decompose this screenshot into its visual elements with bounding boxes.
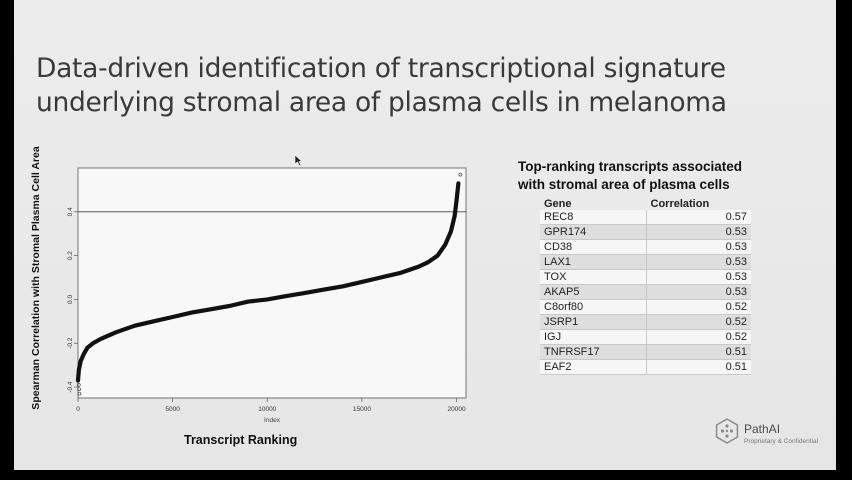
gene-cell: JSRP1 — [540, 314, 647, 330]
correlation-scatter-plot: 0 5000 10000 15000 20000 -0.4 -0.2 0.0 0.2 0.4 Ind… — [67, 167, 467, 424]
gene-cell: C8orf80 — [540, 299, 647, 315]
table-row: GPR174 0.53 — [540, 224, 751, 240]
mouse-pointer-icon — [295, 155, 303, 167]
y-tick-label: 0.0 — [67, 295, 74, 304]
gene-cell: TOX — [540, 269, 647, 285]
gene-cell: CD38 — [540, 239, 647, 255]
outlier-point — [77, 391, 82, 396]
correlation-cell: 0.53 — [646, 239, 751, 255]
correlation-cell: 0.52 — [646, 329, 751, 345]
table-row: LAX1 0.53 — [540, 254, 751, 270]
logo-name: PathAI — [744, 422, 781, 436]
correlation-cell: 0.52 — [646, 299, 751, 315]
correlation-cell: 0.51 — [646, 344, 751, 360]
y-tick-label: 0.2 — [67, 251, 74, 260]
correlation-cell: 0.57 — [646, 210, 751, 225]
gene-cell: REC8 — [540, 210, 647, 225]
table-title: Top-ranking transcripts associated with … — [518, 158, 742, 194]
table-row: CD38 0.53 — [540, 239, 751, 255]
correlation-curve — [75, 181, 461, 383]
outlier-point — [458, 172, 463, 177]
gene-cell: TNFRSF17 — [540, 344, 647, 360]
outlier-point — [77, 387, 81, 392]
table-row: TNFRSF17 0.51 — [540, 344, 751, 360]
table-header-row: Gene Correlation — [540, 197, 751, 210]
correlation-cell: 0.52 — [646, 314, 751, 330]
table-row: C8orf80 0.52 — [540, 299, 751, 315]
correlation-cell: 0.53 — [646, 254, 751, 270]
gene-cell: AKAP5 — [540, 284, 647, 300]
gene-cell: EAF2 — [540, 359, 647, 375]
correlation-cell: 0.53 — [646, 269, 751, 285]
top-transcripts-table: Gene Correlation REC8 0.57 GPR174 0.53 CD38 0… — [540, 197, 751, 375]
table-header-gene: Gene — [544, 197, 572, 210]
plot-frame — [77, 167, 467, 399]
gene-cell: IGJ — [540, 329, 647, 345]
slide-title-line-2: underlying stromal area of plasma cells … — [36, 87, 727, 118]
x-tick-label: 0 — [76, 406, 80, 413]
table-header-correlation: Correlation — [650, 197, 710, 210]
x-tick-label: 5000 — [165, 406, 180, 413]
table-row: AKAP5 0.53 — [540, 284, 751, 300]
chart-x-axis-label: Transcript Ranking — [184, 433, 298, 447]
chart-y-axis-label: Spearman Correlation with Stromal Plasma… — [30, 146, 42, 410]
y-tick-label: -0.2 — [67, 337, 74, 349]
table-row: TOX 0.53 — [540, 269, 751, 285]
table-row: JSRP1 0.52 — [540, 314, 751, 330]
logo-subtitle: Proprietary & Confidential — [744, 438, 819, 445]
outlier-point — [76, 383, 81, 387]
pathai-logo-icon — [715, 418, 739, 444]
x-tick-label: 15000 — [353, 406, 371, 413]
table-row: REC8 0.57 — [540, 210, 751, 225]
plot-inner-x-label: Index — [264, 417, 281, 424]
table-title-line-1: Top-ranking transcripts associated — [518, 159, 743, 174]
x-tick-label: 20000 — [447, 406, 465, 413]
table-row: IGJ 0.52 — [540, 329, 751, 345]
gene-cell: GPR174 — [540, 224, 647, 240]
correlation-cell: 0.53 — [646, 284, 751, 300]
slide-title-line-1: Data-driven identification of transcript… — [36, 53, 726, 84]
correlation-cell: 0.53 — [646, 224, 751, 240]
gene-cell: LAX1 — [540, 254, 647, 270]
y-tick-label: 0.4 — [67, 207, 74, 216]
x-tick-label: 10000 — [258, 406, 276, 413]
y-tick-label: -0.4 — [67, 381, 74, 393]
table-row: EAF2 0.51 — [540, 359, 751, 375]
correlation-cell: 0.51 — [646, 359, 751, 375]
table-title-line-2: with stromal area of plasma cells — [518, 177, 730, 192]
slide: Data-driven identification of transcript… — [14, 0, 836, 470]
slide-title: Data-driven identification of transcript… — [36, 52, 816, 120]
